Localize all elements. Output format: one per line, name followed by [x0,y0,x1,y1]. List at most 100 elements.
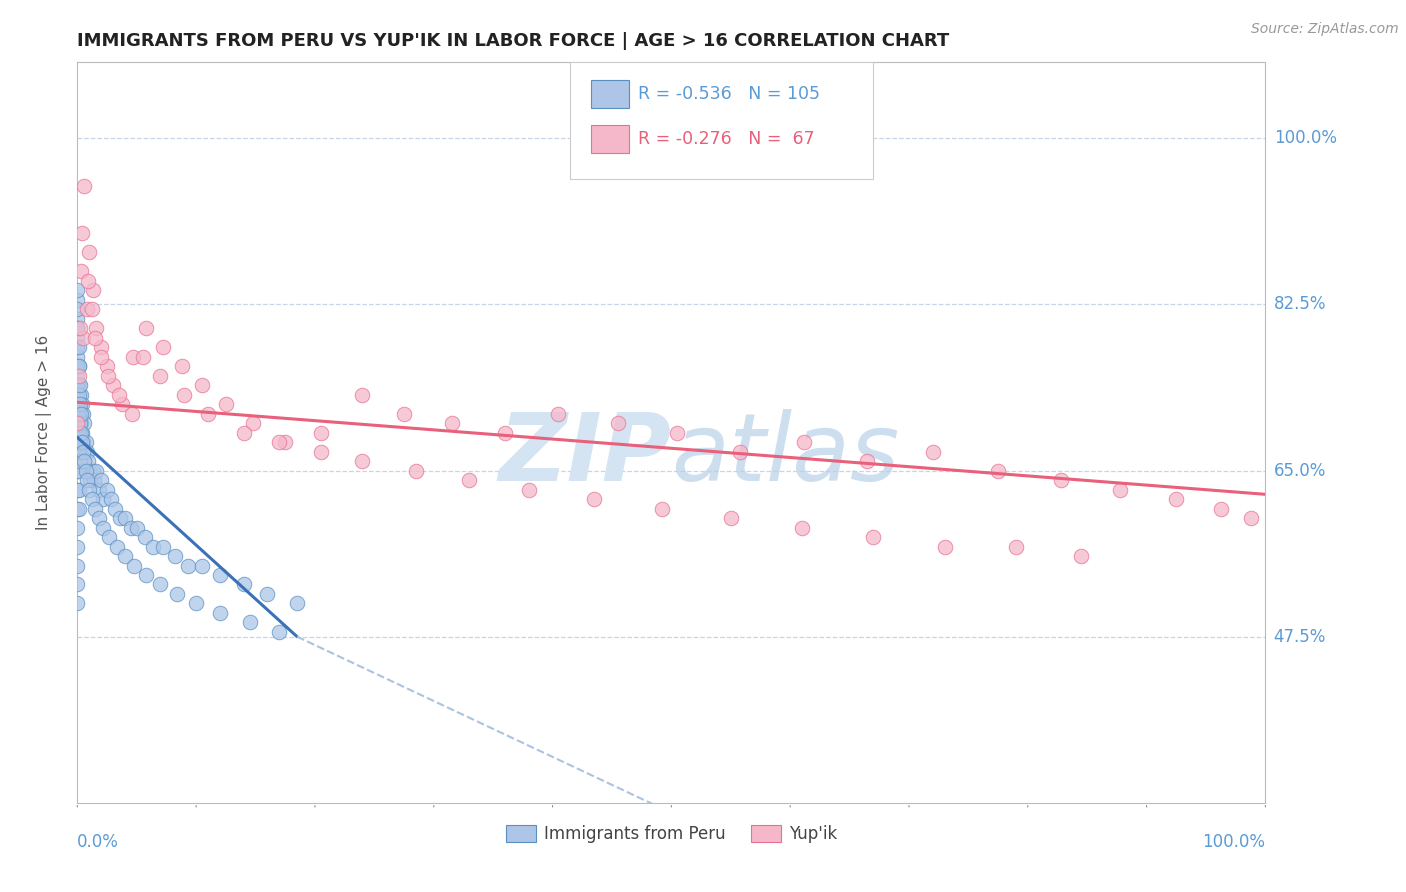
Point [69,425,91,440]
Point [69,454,91,468]
Point [96,359,118,374]
Point [606,416,628,430]
Point [76,444,98,458]
Point [170,359,193,374]
Point [80,302,103,317]
Point [125,520,148,534]
Point [67,378,90,392]
Point [69,435,91,450]
Point [67,464,90,478]
Point [114,549,136,563]
Point [66,558,89,573]
Point [405,464,427,478]
Point [1166,491,1188,506]
Point [70,416,93,430]
Point [149,368,172,383]
Point [173,387,195,401]
Point [66,597,89,611]
Point [93,520,115,534]
Point [70,435,93,450]
Point [134,530,156,544]
Point [66,407,89,421]
Point [1109,483,1132,497]
Point [114,511,136,525]
Point [440,416,463,430]
Point [232,425,254,440]
Point [67,444,90,458]
Text: R = -0.276   N =  67: R = -0.276 N = 67 [638,129,814,148]
Point [149,577,172,591]
Point [108,511,131,525]
Text: 82.5%: 82.5% [1274,295,1326,313]
Point [352,454,374,468]
Point [84,501,107,516]
Point [69,416,91,430]
Point [1211,501,1233,516]
Point [191,558,214,573]
Point [142,540,165,554]
Point [790,520,813,534]
Point [108,387,131,401]
Point [66,321,89,335]
Point [547,407,569,421]
Point [72,444,94,458]
Point [67,397,90,411]
Point [1005,540,1028,554]
FancyBboxPatch shape [591,125,628,153]
Point [90,473,112,487]
Point [208,606,231,620]
Point [66,321,89,335]
Point [84,331,107,345]
Point [72,407,94,421]
Point [70,397,93,411]
Point [69,435,91,450]
Point [67,359,90,374]
Point [86,464,108,478]
Point [730,444,752,458]
Point [517,483,540,497]
Point [105,540,128,554]
Point [309,444,332,458]
Point [82,464,104,478]
Point [67,444,90,458]
Point [100,491,122,506]
Point [77,483,100,497]
Text: R = -0.536   N = 105: R = -0.536 N = 105 [638,86,820,103]
Point [1070,549,1092,563]
Point [77,454,100,468]
Point [583,491,606,506]
Point [191,378,214,392]
Point [90,350,112,364]
Point [163,549,186,563]
Point [67,483,90,497]
Point [66,501,89,516]
Point [70,407,93,421]
Point [67,368,90,383]
Point [66,293,89,307]
Point [98,530,121,544]
Point [256,587,278,601]
Point [232,577,254,591]
Point [75,464,97,478]
Point [73,416,96,430]
Point [69,407,91,421]
Point [66,397,89,411]
Point [70,425,93,440]
Point [135,321,157,335]
Point [70,387,93,401]
Point [269,435,291,450]
Point [77,245,100,260]
Text: 65.0%: 65.0% [1274,461,1326,480]
Point [66,311,89,326]
Point [82,283,104,297]
Point [152,540,174,554]
Point [67,416,90,430]
Point [352,387,374,401]
Point [921,444,943,458]
Point [70,264,93,278]
Point [856,454,879,468]
Point [80,491,103,506]
Point [239,615,262,630]
Point [1240,511,1263,525]
Point [66,425,89,440]
